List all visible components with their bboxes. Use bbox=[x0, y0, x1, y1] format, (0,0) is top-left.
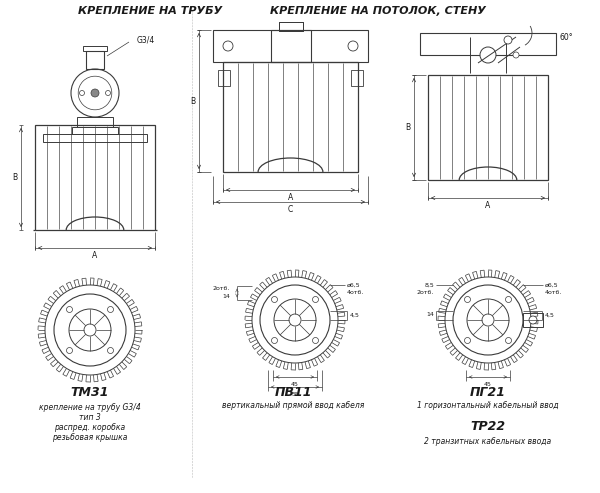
Circle shape bbox=[445, 277, 531, 363]
Circle shape bbox=[107, 348, 113, 353]
Text: 60°: 60° bbox=[559, 33, 573, 41]
Circle shape bbox=[78, 76, 112, 110]
Text: 8,5: 8,5 bbox=[424, 282, 434, 287]
Bar bbox=[77, 117, 113, 127]
Text: B: B bbox=[190, 97, 196, 106]
Circle shape bbox=[313, 338, 319, 344]
Text: 1 горизонтальный кабельный ввод: 1 горизонтальный кабельный ввод bbox=[417, 401, 559, 411]
Circle shape bbox=[513, 52, 519, 58]
Circle shape bbox=[506, 296, 512, 303]
Text: 4,5: 4,5 bbox=[350, 313, 360, 317]
Text: 55: 55 bbox=[291, 392, 299, 397]
Circle shape bbox=[529, 316, 537, 324]
Text: вертикальный прямой ввод кабеля: вертикальный прямой ввод кабеля bbox=[222, 401, 364, 411]
Bar bbox=[35, 125, 155, 230]
Text: 45: 45 bbox=[291, 383, 299, 387]
Text: 14: 14 bbox=[426, 313, 434, 317]
Circle shape bbox=[67, 307, 73, 313]
Bar bbox=[271, 30, 311, 62]
Circle shape bbox=[252, 277, 338, 363]
Circle shape bbox=[223, 41, 233, 51]
Text: 4отб.: 4отб. bbox=[347, 290, 364, 295]
Circle shape bbox=[107, 307, 113, 313]
Text: 4,5: 4,5 bbox=[545, 313, 555, 317]
Circle shape bbox=[106, 91, 110, 96]
Circle shape bbox=[289, 314, 301, 326]
Bar bbox=[428, 75, 548, 180]
Bar bbox=[278, 22, 302, 31]
Bar bbox=[351, 70, 363, 86]
Text: ПГ21: ПГ21 bbox=[470, 386, 506, 398]
Bar bbox=[213, 30, 368, 62]
Text: 2отб.: 2отб. bbox=[416, 290, 434, 295]
Bar bbox=[72, 127, 118, 134]
Text: A: A bbox=[92, 251, 98, 260]
Circle shape bbox=[91, 89, 99, 97]
Circle shape bbox=[79, 91, 85, 96]
Text: ø6,5: ø6,5 bbox=[545, 282, 559, 287]
Circle shape bbox=[84, 324, 96, 336]
Circle shape bbox=[453, 285, 523, 355]
Circle shape bbox=[348, 41, 358, 51]
Text: A: A bbox=[485, 202, 491, 211]
Bar bbox=[43, 134, 147, 142]
Bar bbox=[278, 22, 302, 31]
Bar bbox=[218, 70, 230, 86]
Circle shape bbox=[67, 348, 73, 353]
Text: ТМ31: ТМ31 bbox=[71, 386, 109, 398]
Bar bbox=[420, 33, 556, 55]
Text: КРЕПЛЕНИЕ НА ПОТОЛОК, СТЕНУ: КРЕПЛЕНИЕ НА ПОТОЛОК, СТЕНУ bbox=[270, 6, 486, 16]
Text: 2 транзитных кабельных ввода: 2 транзитных кабельных ввода bbox=[424, 436, 551, 446]
Circle shape bbox=[313, 296, 319, 303]
Circle shape bbox=[69, 309, 111, 351]
Bar bbox=[223, 62, 358, 172]
Circle shape bbox=[480, 47, 496, 63]
Text: B: B bbox=[406, 123, 410, 132]
Text: G3/4: G3/4 bbox=[137, 35, 155, 44]
Text: резьбовая крышка: резьбовая крышка bbox=[52, 432, 128, 442]
Circle shape bbox=[271, 338, 277, 344]
Text: КРЕПЛЕНИЕ НА ТРУБУ: КРЕПЛЕНИЕ НА ТРУБУ bbox=[78, 6, 222, 16]
Circle shape bbox=[260, 285, 330, 355]
Circle shape bbox=[271, 296, 277, 303]
Text: 4отб.: 4отб. bbox=[545, 290, 562, 295]
Circle shape bbox=[71, 69, 119, 117]
Circle shape bbox=[467, 299, 509, 341]
Bar bbox=[523, 313, 543, 327]
Bar bbox=[83, 46, 107, 51]
Text: крепление на трубу G3/4: крепление на трубу G3/4 bbox=[39, 402, 141, 412]
Circle shape bbox=[504, 36, 512, 44]
Circle shape bbox=[464, 338, 470, 344]
Text: ø6,5: ø6,5 bbox=[347, 282, 361, 287]
Circle shape bbox=[482, 314, 494, 326]
Circle shape bbox=[54, 294, 126, 366]
Circle shape bbox=[274, 299, 316, 341]
Text: 45: 45 bbox=[484, 383, 492, 387]
Bar bbox=[86, 51, 104, 69]
Text: 14: 14 bbox=[222, 293, 230, 298]
Circle shape bbox=[464, 296, 470, 303]
Circle shape bbox=[506, 338, 512, 344]
Text: 2отб.: 2отб. bbox=[212, 285, 230, 290]
Text: C: C bbox=[288, 206, 293, 214]
Text: ПВ11: ПВ11 bbox=[274, 386, 312, 398]
Text: A: A bbox=[288, 193, 293, 203]
Text: B: B bbox=[13, 173, 17, 182]
Text: распред. коробка: распред. коробка bbox=[55, 423, 125, 431]
Circle shape bbox=[45, 285, 135, 375]
Text: ТР22: ТР22 bbox=[470, 421, 506, 433]
Text: тип 3: тип 3 bbox=[79, 413, 101, 422]
